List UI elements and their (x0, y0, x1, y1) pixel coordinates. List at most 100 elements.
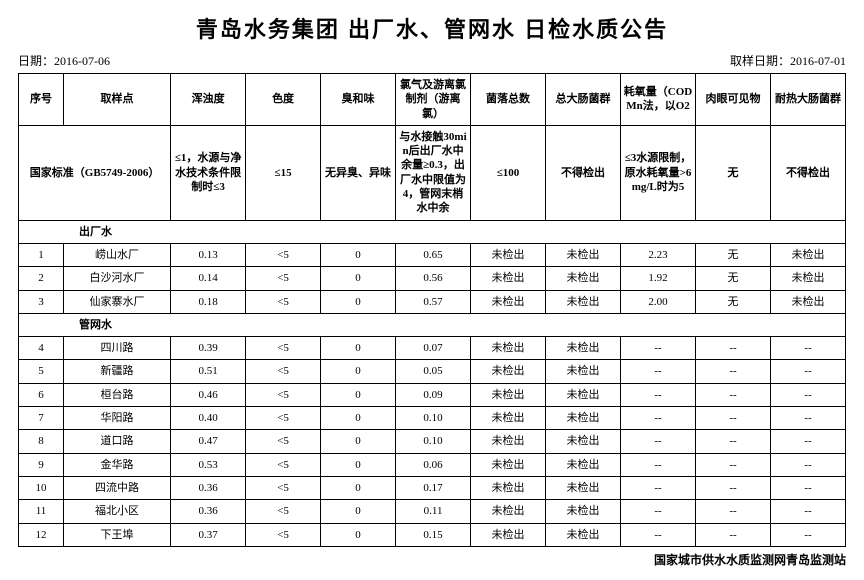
value-cell: -- (621, 476, 696, 499)
seq-cell: 12 (19, 523, 64, 546)
value-cell: 0.39 (171, 337, 246, 360)
value-cell: -- (770, 430, 845, 453)
value-cell: 0.14 (171, 267, 246, 290)
value-cell: -- (695, 407, 770, 430)
standard-cell: ≤3水源限制，原水耗氧量>6mg/L时为5 (621, 125, 696, 220)
value-cell: 0.13 (171, 243, 246, 266)
value-cell: -- (695, 430, 770, 453)
value-cell: -- (621, 360, 696, 383)
value-cell: <5 (246, 476, 321, 499)
value-cell: -- (621, 523, 696, 546)
table-head: 序号取样点浑浊度色度臭和味氯气及游离氯制剂（游离氯）菌落总数总大肠菌群耗氧量（C… (19, 74, 846, 221)
section-label: 出厂水 (19, 220, 846, 243)
value-cell: 未检出 (546, 360, 621, 383)
point-cell: 四川路 (63, 337, 170, 360)
table-row: 2白沙河水厂0.14<500.56未检出未检出1.92无未检出 (19, 267, 846, 290)
value-cell: 0.15 (396, 523, 471, 546)
value-cell: 未检出 (546, 430, 621, 453)
value-cell: -- (770, 407, 845, 430)
value-cell: -- (770, 476, 845, 499)
value-cell: -- (770, 500, 845, 523)
value-cell: 0.09 (396, 383, 471, 406)
value-cell: 未检出 (471, 360, 546, 383)
point-cell: 新疆路 (63, 360, 170, 383)
value-cell: 未检出 (546, 407, 621, 430)
table-row: 9金华路0.53<500.06未检出未检出------ (19, 453, 846, 476)
value-cell: 0.06 (396, 453, 471, 476)
value-cell: 0 (321, 267, 396, 290)
column-header: 浑浊度 (171, 74, 246, 126)
value-cell: <5 (246, 337, 321, 360)
value-cell: -- (770, 453, 845, 476)
value-cell: 未检出 (546, 523, 621, 546)
value-cell: 未检出 (770, 267, 845, 290)
value-cell: 未检出 (471, 453, 546, 476)
value-cell: 0.46 (171, 383, 246, 406)
value-cell: 未检出 (546, 290, 621, 313)
value-cell: <5 (246, 523, 321, 546)
standard-label: 国家标准（GB5749-2006） (19, 125, 171, 220)
value-cell: <5 (246, 290, 321, 313)
value-cell: <5 (246, 267, 321, 290)
table-row: 8道口路0.47<500.10未检出未检出------ (19, 430, 846, 453)
value-cell: 无 (695, 290, 770, 313)
point-cell: 华阳路 (63, 407, 170, 430)
value-cell: -- (695, 453, 770, 476)
seq-cell: 6 (19, 383, 64, 406)
value-cell: 0 (321, 243, 396, 266)
value-cell: 未检出 (546, 453, 621, 476)
value-cell: 未检出 (471, 337, 546, 360)
point-cell: 金华路 (63, 453, 170, 476)
table-row: 10四流中路0.36<500.17未检出未检出------ (19, 476, 846, 499)
column-header: 臭和味 (321, 74, 396, 126)
table-row: 3仙家寨水厂0.18<500.57未检出未检出2.00无未检出 (19, 290, 846, 313)
table-row: 5新疆路0.51<500.05未检出未检出------ (19, 360, 846, 383)
point-cell: 白沙河水厂 (63, 267, 170, 290)
column-header: 氯气及游离氯制剂（游离氯） (396, 74, 471, 126)
column-header: 总大肠菌群 (546, 74, 621, 126)
value-cell: -- (621, 407, 696, 430)
value-cell: 未检出 (546, 383, 621, 406)
point-cell: 四流中路 (63, 476, 170, 499)
column-header: 菌落总数 (471, 74, 546, 126)
value-cell: 0 (321, 430, 396, 453)
date-label: 日期： (18, 54, 54, 68)
value-cell: 未检出 (770, 290, 845, 313)
standard-row: 国家标准（GB5749-2006） ≤1，水源与净水技术条件限制时≤3≤15无异… (19, 125, 846, 220)
value-cell: 0.11 (396, 500, 471, 523)
value-cell: -- (621, 453, 696, 476)
table-row: 4四川路0.39<500.07未检出未检出------ (19, 337, 846, 360)
point-cell: 福北小区 (63, 500, 170, 523)
value-cell: 0 (321, 383, 396, 406)
standard-cell: 无异臭、异味 (321, 125, 396, 220)
section-row: 管网水 (19, 313, 846, 336)
table-row: 7华阳路0.40<500.10未检出未检出------ (19, 407, 846, 430)
value-cell: -- (770, 337, 845, 360)
value-cell: 未检出 (546, 500, 621, 523)
seq-cell: 2 (19, 267, 64, 290)
value-cell: 未检出 (546, 476, 621, 499)
value-cell: 未检出 (546, 337, 621, 360)
value-cell: 未检出 (471, 500, 546, 523)
value-cell: -- (770, 523, 845, 546)
value-cell: -- (621, 430, 696, 453)
point-cell: 崂山水厂 (63, 243, 170, 266)
column-header: 耗氧量（CODMn法，以O2 (621, 74, 696, 126)
report-date: 日期：2016-07-06 (18, 52, 110, 69)
point-cell: 桓台路 (63, 383, 170, 406)
point-cell: 仙家寨水厂 (63, 290, 170, 313)
page-title: 青岛水务集团 出厂水、管网水 日检水质公告 (18, 12, 846, 44)
value-cell: 0.53 (171, 453, 246, 476)
standard-cell: ≤1，水源与净水技术条件限制时≤3 (171, 125, 246, 220)
value-cell: 未检出 (471, 476, 546, 499)
footer-org: 国家城市供水水质监测网青岛监测站 (18, 551, 846, 568)
value-cell: <5 (246, 383, 321, 406)
value-cell: -- (770, 360, 845, 383)
standard-cell: 无 (695, 125, 770, 220)
seq-cell: 5 (19, 360, 64, 383)
value-cell: <5 (246, 407, 321, 430)
value-cell: 0.05 (396, 360, 471, 383)
column-header: 取样点 (63, 74, 170, 126)
value-cell: 0.10 (396, 430, 471, 453)
value-cell: 0.51 (171, 360, 246, 383)
